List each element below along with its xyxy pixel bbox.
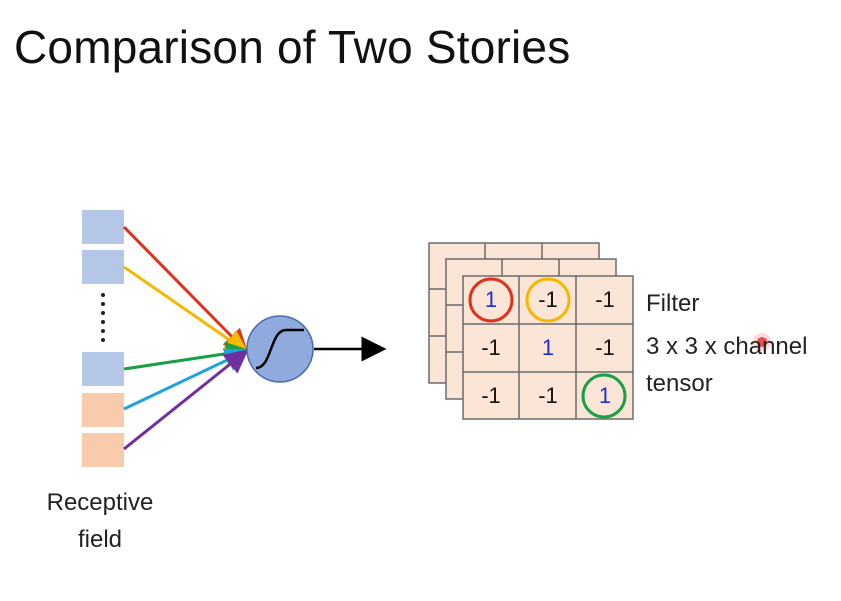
receptive-field-label-line2: field — [77, 526, 123, 553]
connection-yellow — [123, 265, 249, 354]
highlight-circle-red — [468, 277, 514, 323]
slide-title: Comparison of Two Stories — [14, 21, 571, 73]
filter-cell-r3c3: 1 — [598, 383, 612, 408]
filter-front-layer — [462, 275, 634, 420]
filter-cell-r1c1: 1 — [484, 287, 498, 312]
sigmoid-icon — [255, 328, 304, 370]
filter-cell-r2c1: -1 — [481, 335, 501, 360]
highlight-circle-green — [581, 373, 627, 419]
ellipsis-dots — [101, 293, 105, 342]
filter-cell-r1c2: -1 — [538, 287, 558, 312]
filter-cell-r3c2: -1 — [538, 383, 558, 408]
filter-label: Filter — [646, 290, 700, 317]
pointer-dot — [757, 337, 767, 347]
filter-cell-r2c3: -1 — [595, 335, 615, 360]
highlight-circle-orange — [525, 277, 571, 323]
connection-purple — [123, 349, 249, 451]
receptive-field-box-4 — [82, 393, 124, 427]
receptive-field-box-5 — [82, 433, 124, 467]
receptive-field-label: Receptive field — [20, 484, 180, 558]
receptive-field-box-2 — [82, 250, 124, 284]
receptive-field-label-line1: Receptive — [46, 489, 154, 516]
receptive-field-box-1 — [82, 210, 124, 244]
neuron-node — [246, 315, 314, 383]
filter-cell-r1c3: -1 — [595, 287, 615, 312]
filter-cell-r3c1: -1 — [481, 383, 501, 408]
receptive-field-box-3 — [82, 352, 124, 386]
connection-red — [122, 225, 249, 354]
tensor-label: tensor — [646, 370, 713, 397]
filter-cell-r2c2: 1 — [541, 335, 555, 360]
filter-shape-label: 3 x 3 x channel — [646, 333, 808, 360]
